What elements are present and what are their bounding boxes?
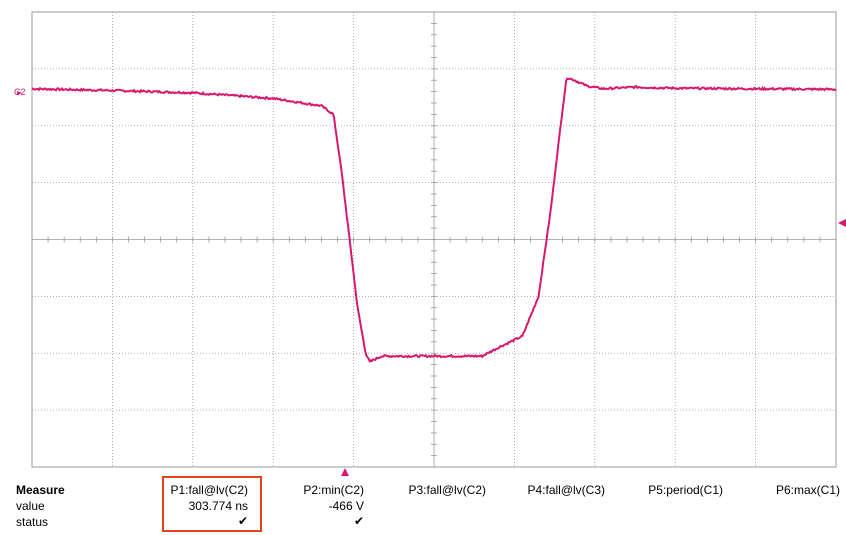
oscilloscope-display: C2 [14, 11, 846, 476]
trigger-position-marker[interactable] [341, 468, 349, 476]
trigger-level-marker[interactable] [838, 219, 846, 227]
measure-p1-value: 303.774 ns [188, 499, 248, 513]
measure-p5-name[interactable]: P5:period(C1) [648, 483, 723, 497]
measure-p1-name[interactable]: P1:fall@lv(C2) [170, 483, 248, 497]
channel-label: C2 [14, 87, 26, 97]
measure-header: Measure [16, 483, 65, 497]
measure-p2-status-icon: ✔ [353, 514, 364, 528]
status-row-label: status [16, 515, 49, 529]
measure-table: Measure value status P1:fall@lv(C2) 303.… [0, 478, 846, 535]
measure-p1-status-icon: ✔ [237, 514, 248, 528]
channel-offset-marker[interactable] [17, 91, 22, 95]
measure-p4-name[interactable]: P4:fall@lv(C3) [527, 483, 605, 497]
measure-p3-name[interactable]: P3:fall@lv(C2) [408, 483, 486, 497]
measure-p6-name[interactable]: P6:max(C1) [775, 483, 840, 497]
measure-p2-name[interactable]: P2:min(C2) [303, 483, 364, 497]
measure-p2-value: -466 V [328, 499, 364, 513]
p1-highlight-box [162, 476, 262, 532]
value-row-label: value [16, 499, 45, 513]
c2-trace [31, 77, 837, 363]
center-axes [31, 11, 837, 468]
